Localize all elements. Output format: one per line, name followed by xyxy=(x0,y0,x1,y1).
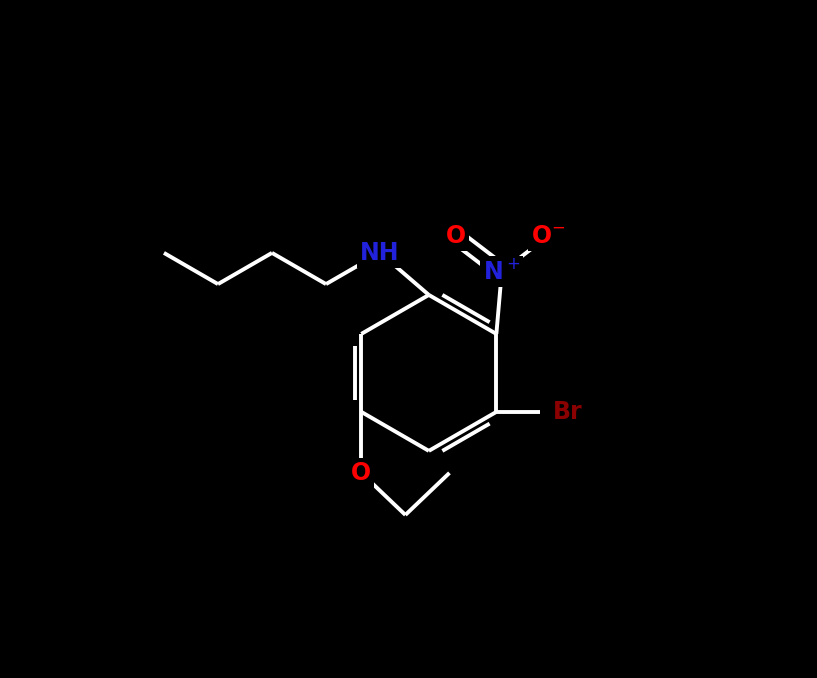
Text: Br: Br xyxy=(553,400,583,424)
Text: O$^{-}$: O$^{-}$ xyxy=(531,224,565,248)
Text: O: O xyxy=(445,224,466,248)
Text: NH: NH xyxy=(360,241,400,265)
Text: O: O xyxy=(351,461,372,485)
Text: N$^+$: N$^+$ xyxy=(483,259,520,284)
